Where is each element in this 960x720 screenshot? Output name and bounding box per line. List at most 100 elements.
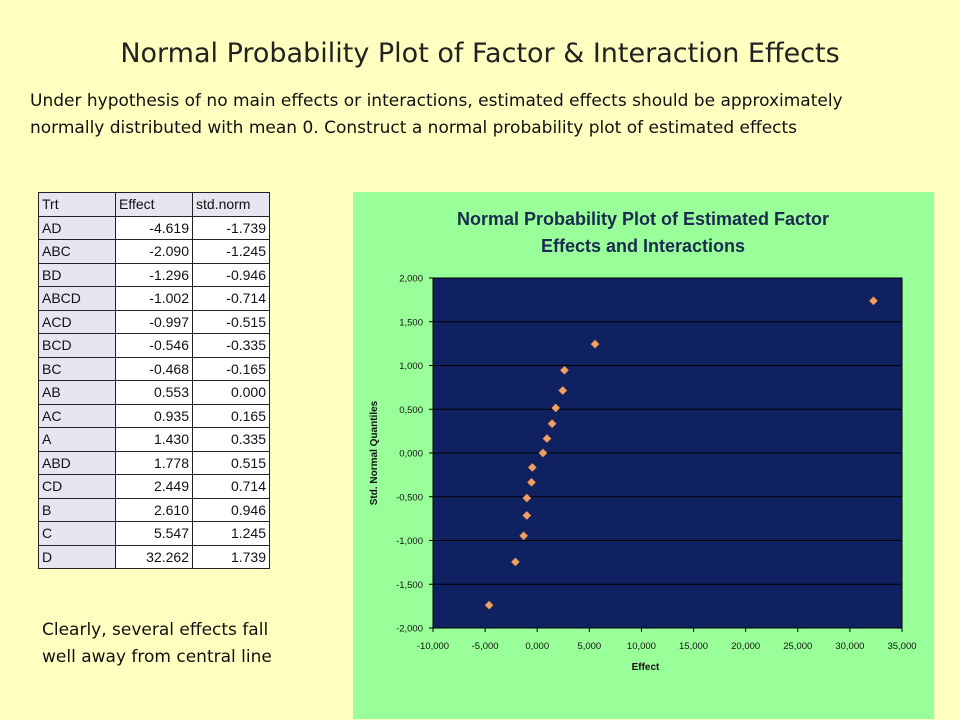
data-point xyxy=(510,557,520,567)
table-row: ABC -2.090 -1.245 xyxy=(38,239,270,264)
x-tick-label: 15,000 xyxy=(679,641,708,652)
y-tick-label: -2,000 xyxy=(396,624,423,635)
std-norm-cell: -0.946 xyxy=(192,262,270,287)
std-norm-cell: 0.335 xyxy=(192,427,270,452)
intro-text: Under hypothesis of no main effects or i… xyxy=(30,91,843,138)
effect-cell: 0.553 xyxy=(115,380,193,405)
effects-table: Trt Effect std.norm AD -4.619 -1.739 ABC -2.… xyxy=(38,192,270,569)
trt-cell: AD xyxy=(38,215,116,240)
header-trt: Trt xyxy=(38,192,116,217)
std-norm-cell: -1.739 xyxy=(192,215,270,240)
effect-cell: -2.090 xyxy=(115,239,193,264)
data-point xyxy=(558,385,568,396)
table-row: BD -1.296 -0.946 xyxy=(38,262,270,287)
y-tick-label: 1,000 xyxy=(399,361,423,372)
x-tick-label: -5,000 xyxy=(472,641,499,652)
header-std-norm: std.norm xyxy=(192,192,270,217)
y-axis-label: Std. Normal Quantiles xyxy=(369,400,380,505)
chart-title-line-1: Normal Probability Plot of Estimated Fac… xyxy=(457,209,829,229)
table-row: C 5.547 1.245 xyxy=(38,521,270,546)
effect-cell: -4.619 xyxy=(115,215,193,240)
data-point xyxy=(868,296,879,306)
trt-cell: AB xyxy=(38,380,116,405)
data-point xyxy=(519,531,529,541)
table-row: ABCD -1.002 -0.714 xyxy=(38,286,270,311)
y-tick-label: -1,000 xyxy=(396,536,423,547)
trt-cell: BC xyxy=(38,356,116,381)
data-point xyxy=(522,510,532,521)
effect-cell: -1.296 xyxy=(115,262,193,287)
std-norm-cell: -0.714 xyxy=(192,286,270,311)
trt-cell: AC xyxy=(38,403,116,428)
table-row: ACD -0.997 -0.515 xyxy=(38,309,270,334)
std-norm-cell: -0.515 xyxy=(192,309,270,334)
trt-cell: ABD xyxy=(38,450,116,475)
effect-cell: 5.547 xyxy=(115,521,193,546)
trt-cell: BD xyxy=(38,262,116,287)
std-norm-cell: 0.000 xyxy=(192,380,270,405)
x-tick-label: 0,000 xyxy=(525,641,549,652)
effect-cell: -0.997 xyxy=(115,309,193,334)
x-tick-label: 5,000 xyxy=(577,641,601,652)
trt-cell: B xyxy=(38,497,116,522)
std-norm-cell: 0.714 xyxy=(192,474,270,499)
trt-cell: ACD xyxy=(38,309,116,334)
data-point xyxy=(547,419,557,429)
plot-border xyxy=(432,277,903,629)
trt-cell: A xyxy=(38,427,116,452)
data-point xyxy=(590,339,600,349)
std-norm-cell: 1.245 xyxy=(192,521,270,546)
std-norm-cell: -0.335 xyxy=(192,333,270,358)
table-header-row: Trt Effect std.norm xyxy=(38,192,270,217)
trt-cell: D xyxy=(38,544,116,569)
x-tick-label: 10,000 xyxy=(627,641,656,652)
std-norm-cell: -0.165 xyxy=(192,356,270,381)
std-norm-cell: 0.165 xyxy=(192,403,270,428)
x-tick-label: 25,000 xyxy=(783,641,812,652)
x-axis-label: Effect xyxy=(632,662,660,673)
x-tick-label: 30,000 xyxy=(835,641,864,652)
effect-cell: 32.262 xyxy=(115,544,193,569)
data-point xyxy=(551,403,561,413)
effect-cell: 2.449 xyxy=(115,474,193,499)
scatter-chart: Normal Probability Plot of Estimated Fac… xyxy=(369,209,917,673)
effect-cell: -0.468 xyxy=(115,356,193,381)
header-effect: Effect xyxy=(115,192,193,217)
data-point xyxy=(542,434,552,444)
data-point xyxy=(527,462,537,472)
data-point xyxy=(538,448,548,458)
table-row: CD 2.449 0.714 xyxy=(38,474,270,499)
chart-area: Normal Probability Plot of Estimated Fac… xyxy=(353,192,934,719)
conclusion-note: Clearly, several effects fall well away … xyxy=(42,620,272,667)
table-row: BCD -0.546 -0.335 xyxy=(38,333,270,358)
table-row: A 1.430 0.335 xyxy=(38,427,270,452)
trt-cell: ABCD xyxy=(38,286,116,311)
data-point xyxy=(559,365,569,375)
y-tick-label: 0,500 xyxy=(399,405,423,416)
data-point xyxy=(484,600,494,610)
data-point xyxy=(522,493,532,503)
table-row: AD -4.619 -1.739 xyxy=(38,215,270,240)
std-norm-cell: 0.946 xyxy=(192,497,270,522)
effect-cell: -1.002 xyxy=(115,286,193,311)
slide-title: Normal Probability Plot of Factor & Inte… xyxy=(120,38,840,69)
x-tick-label: 35,000 xyxy=(887,641,916,652)
effect-cell: 1.430 xyxy=(115,427,193,452)
trt-cell: ABC xyxy=(38,239,116,264)
effect-cell: 0.935 xyxy=(115,403,193,428)
std-norm-cell: 1.739 xyxy=(192,544,270,569)
y-tick-label: -0,500 xyxy=(396,492,423,503)
table-row: AB 0.553 0.000 xyxy=(38,380,270,405)
y-tick-label: -1,500 xyxy=(396,580,423,591)
table-row: AC 0.935 0.165 xyxy=(38,403,270,428)
trt-cell: BCD xyxy=(38,333,116,358)
table-row: ABD 1.778 0.515 xyxy=(38,450,270,475)
table-row: BC -0.468 -0.165 xyxy=(38,356,270,381)
effect-cell: -0.546 xyxy=(115,333,193,358)
table-row: D 32.262 1.739 xyxy=(38,544,270,569)
trt-cell: C xyxy=(38,521,116,546)
y-tick-label: 0,000 xyxy=(399,449,423,460)
std-norm-cell: -1.245 xyxy=(192,239,270,264)
trt-cell: CD xyxy=(38,474,116,499)
effect-cell: 2.610 xyxy=(115,497,193,522)
